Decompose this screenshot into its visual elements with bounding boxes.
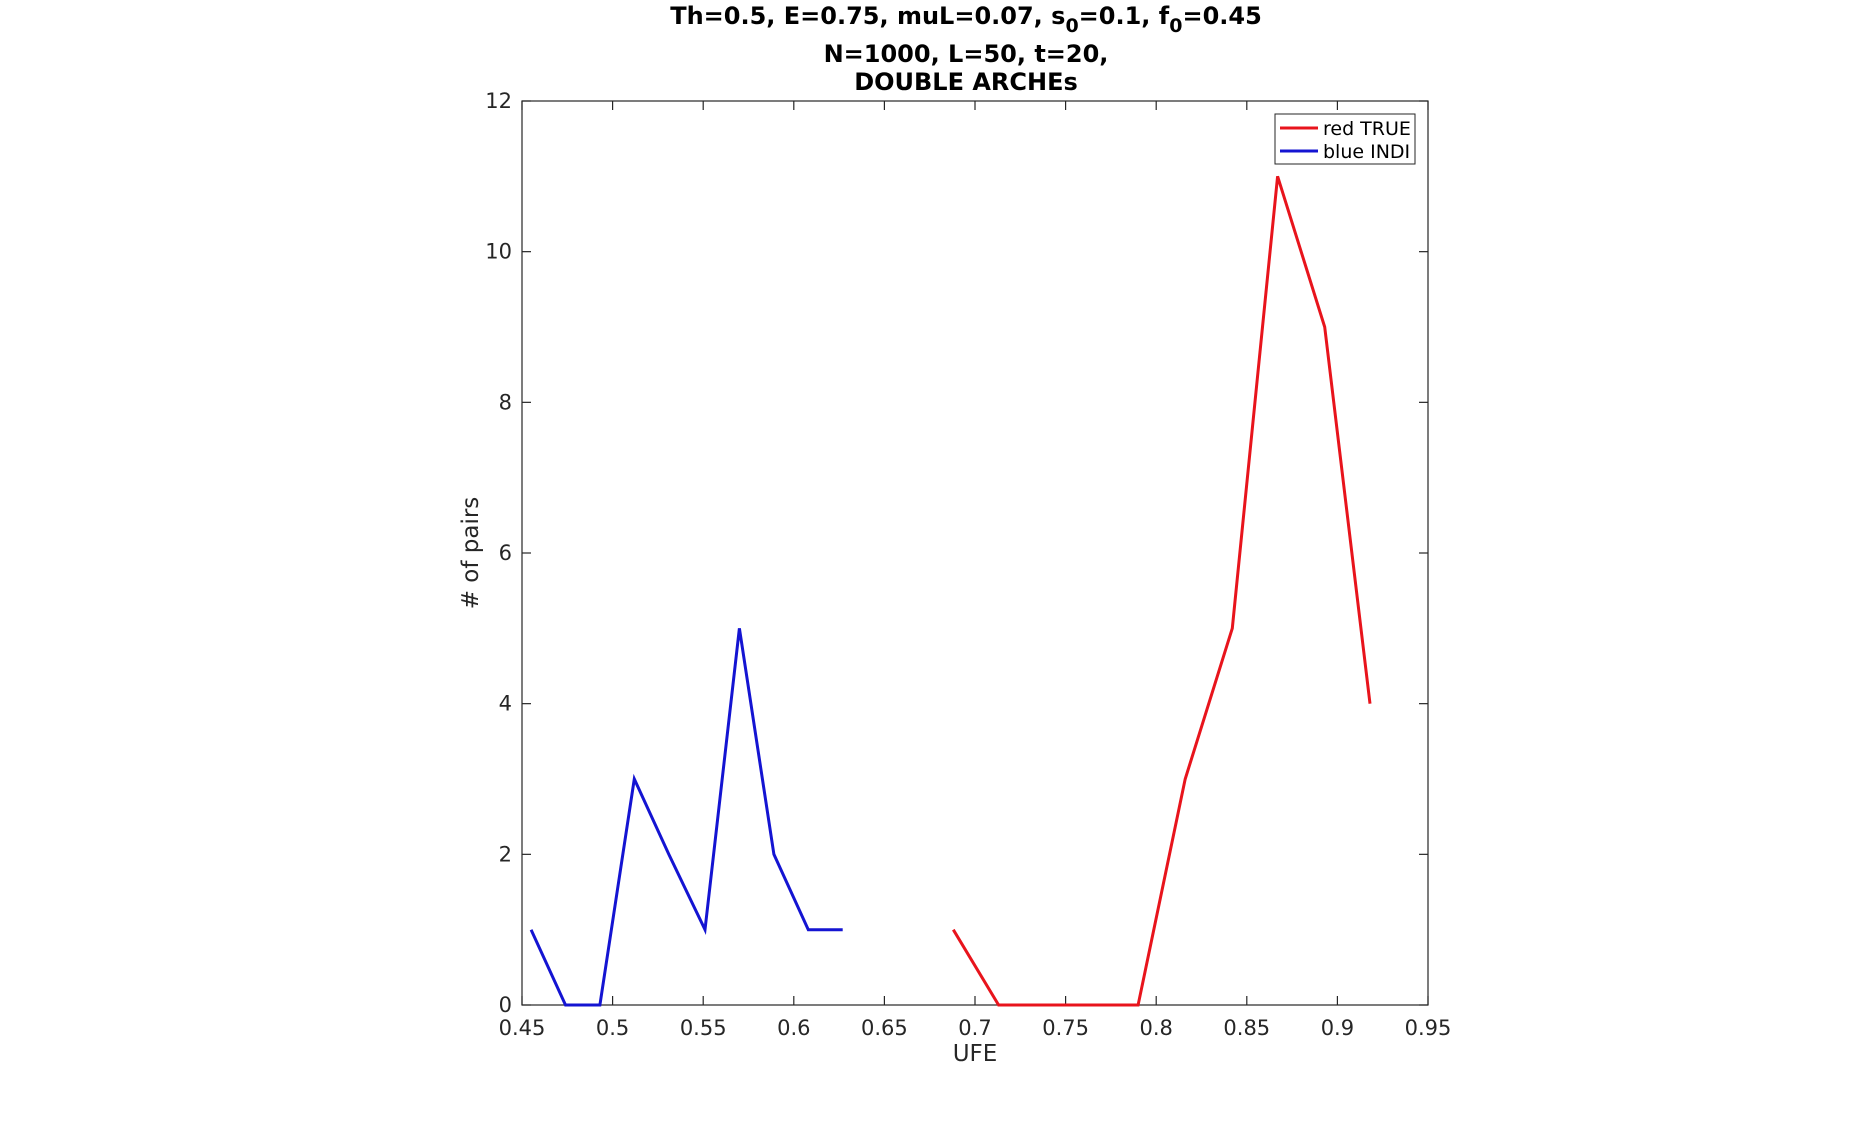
x-tick-label: 0.8 [1139,1016,1172,1040]
y-tick-label: 0 [499,993,512,1017]
y-tick-label: 8 [499,390,512,414]
plot-area-frame [521,100,1429,1006]
x-axis-label: UFE [953,1041,998,1067]
x-tick-label: 0.55 [680,1016,727,1040]
chart-title-line-1: Th=0.5, E=0.75, muL=0.07, s0=0.1, f0=0.4… [670,2,1262,37]
y-tick-label: 2 [499,842,512,866]
legend-label-blue-indi: blue INDI [1323,141,1410,163]
legend-label-red-true: red TRUE [1323,118,1411,140]
y-tick-label: 12 [485,89,512,113]
x-tick-label: 0.95 [1405,1016,1452,1040]
chart-title-line-2: N=1000, L=50, t=20, [824,40,1109,68]
x-tick-label: 0.65 [861,1016,908,1040]
y-tick-label: 4 [499,692,512,716]
legend: red TRUE blue INDI [1274,113,1416,165]
x-tick-label: 0.5 [596,1016,629,1040]
x-tick-label: 0.75 [1042,1016,1089,1040]
x-tick-label: 0.45 [499,1016,546,1040]
y-axis-label: # of pairs [458,497,484,610]
series-line-blue-indi [529,628,843,1007]
y-tick-label: 10 [485,240,512,264]
series-line-red-true [952,175,1372,1007]
x-tick-label: 0.7 [958,1016,991,1040]
y-tick-label: 6 [499,541,512,565]
x-tick-label: 0.85 [1223,1016,1270,1040]
x-axis: 0.45 0.5 0.55 0.6 0.65 0.7 0.75 0.8 0.85 0.9 0.95 [499,101,1452,1040]
series-lines [529,175,1372,1007]
chart-title-line-3: DOUBLE ARCHEs [854,68,1078,96]
legend-box [1274,113,1416,165]
x-tick-label: 0.9 [1321,1016,1354,1040]
y-axis: 0 2 4 6 8 10 12 [485,89,1428,1017]
x-tick-label: 0.6 [777,1016,810,1040]
